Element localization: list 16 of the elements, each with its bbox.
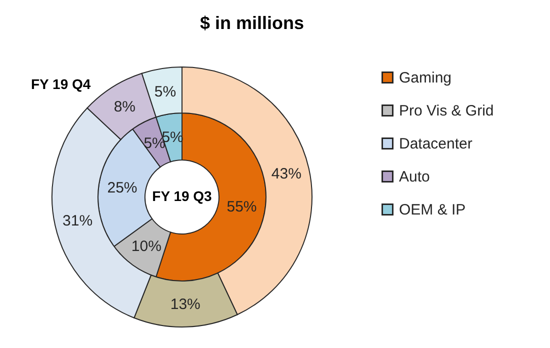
- data-label: 13%: [170, 296, 200, 313]
- chart-title: $ in millions: [200, 13, 304, 33]
- data-label: 43%: [271, 166, 302, 183]
- legend-label: OEM & IP: [399, 202, 466, 218]
- legend-label: Datacenter: [399, 136, 472, 152]
- legend-label: Auto: [399, 168, 430, 186]
- data-label: 8%: [114, 98, 136, 116]
- data-label: 31%: [62, 212, 93, 230]
- data-label: 25%: [107, 180, 138, 197]
- slice-label: FY 19 Q3: [152, 188, 212, 204]
- data-label: 5%: [154, 83, 176, 100]
- data-label: 10%: [131, 238, 162, 255]
- legend-label: Pro Vis & Grid: [399, 102, 494, 120]
- slice-label: FY 19 Q4: [31, 76, 91, 92]
- data-label: 55%: [226, 198, 257, 216]
- legend-label: Gaming: [399, 70, 452, 86]
